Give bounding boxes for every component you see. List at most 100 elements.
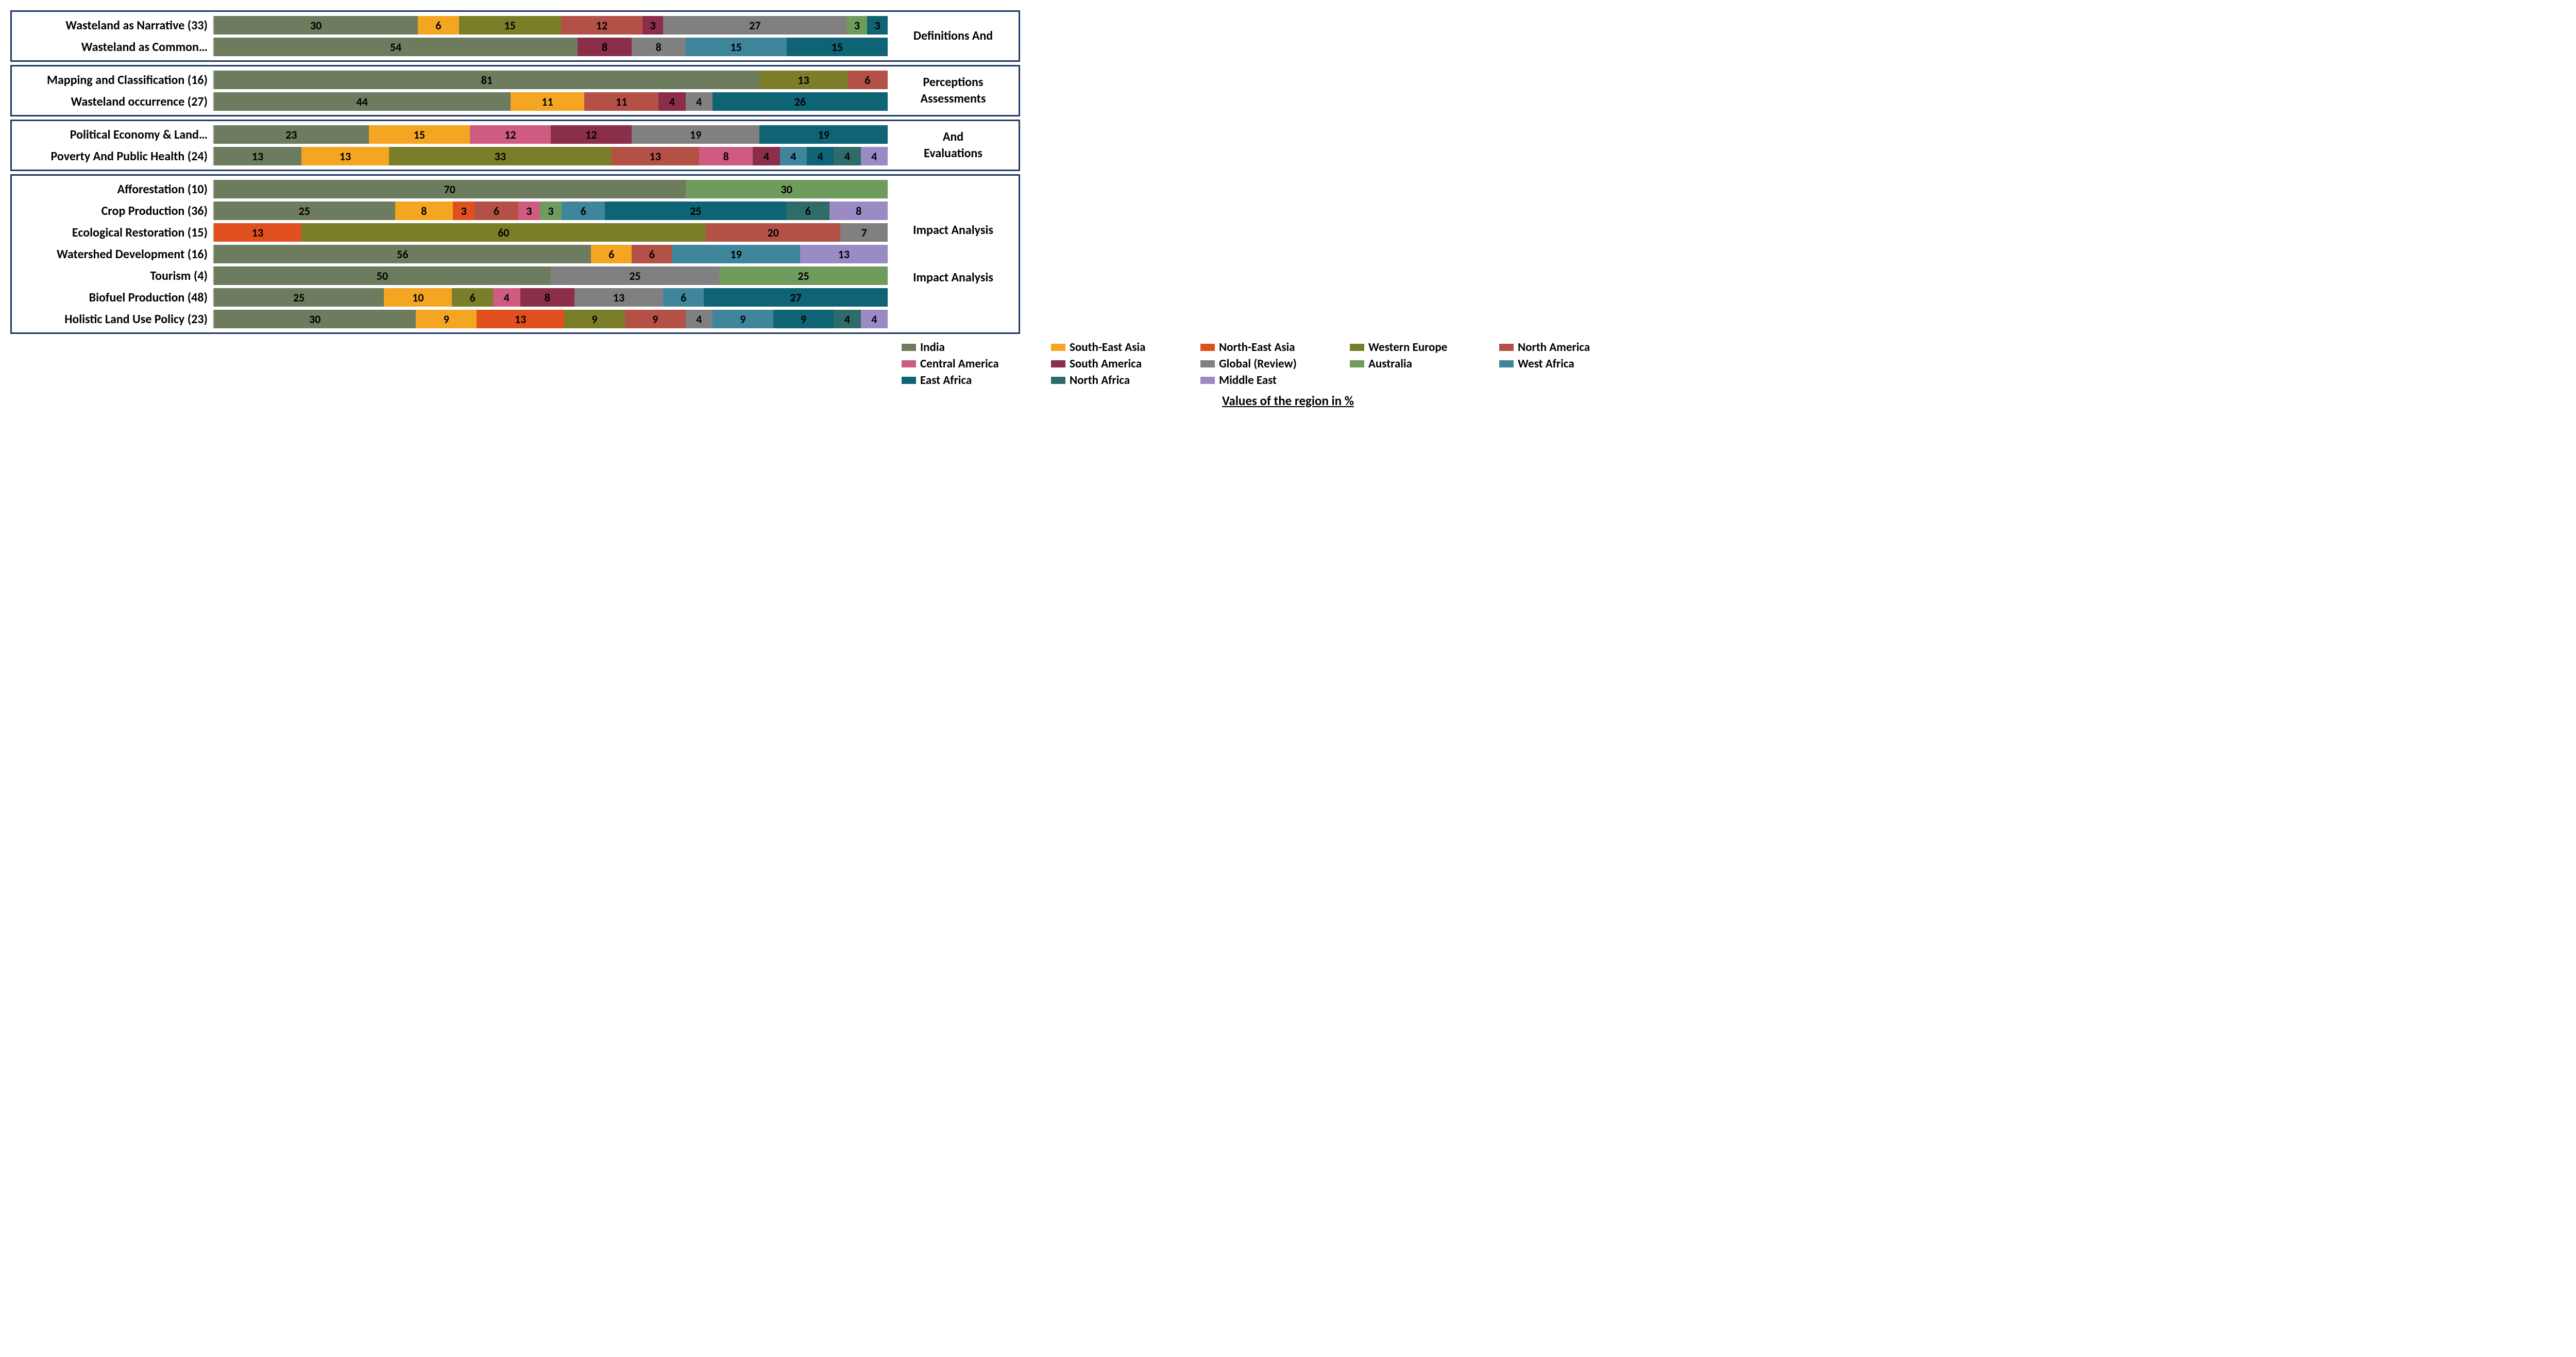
bar-segment: 4 [834,310,860,328]
bar-segment: 4 [493,288,520,307]
bar-segment: 6 [786,202,829,220]
chart-row: Wasteland occurrence (27)4411114426 [12,91,888,112]
chart-row: Political Economy & Land…231512121919 [12,124,888,145]
legend-item: Australia [1350,357,1499,371]
x-axis-title: Values of the region in % [10,393,2566,409]
bar-segment: 4 [807,147,834,165]
legend-item: South America [1051,357,1200,371]
bar-segment: 6 [848,71,888,89]
row-label: Wasteland as Common… [12,40,213,55]
bar-segment: 23 [214,125,369,144]
chart-group: Political Economy & Land…231512121919 Pov… [10,120,1020,171]
bar-segment: 13 [612,147,699,165]
bar-segment: 8 [699,147,753,165]
legend: IndiaSouth-East AsiaNorth-East AsiaWeste… [799,339,1777,389]
legend-label: Middle East [1219,373,1277,388]
bar-segment: 25 [605,202,786,220]
bar-segment: 13 [214,147,301,165]
bar-segment: 56 [214,245,591,263]
chart-row: Biofuel Production (48)251064813627 [12,287,888,308]
legend-item: West Africa [1499,357,1649,371]
bar-segment: 54 [214,38,578,56]
bar-segment: 4 [861,147,888,165]
bar-segment: 25 [214,202,395,220]
bar-segment: 19 [632,125,760,144]
bar-segment: 44 [214,92,511,111]
bar-segment: 8 [632,38,686,56]
bar-segment: 19 [759,125,888,144]
stacked-bar: 231512121919 [213,125,888,144]
legend-swatch [1350,360,1364,367]
bar-segment: 11 [511,92,585,111]
legend-label: North Africa [1070,373,1130,388]
bar-segment: 6 [562,202,605,220]
bar-segment: 3 [642,16,663,35]
legend-swatch [1350,344,1364,351]
bar-segment: 13 [214,223,301,242]
bar-segment: 3 [453,202,474,220]
row-label: Biofuel Production (48) [12,290,213,305]
bar-segment: 6 [418,16,459,35]
bar-segment: 6 [452,288,493,307]
legend-item: South-East Asia [1051,340,1200,355]
legend-swatch [1200,344,1215,351]
bar-segment: 4 [686,92,713,111]
bar-segment: 4 [780,147,807,165]
chart-group: Mapping and Classification (16)81136Wast… [10,65,1020,116]
row-label: Ecological Restoration (15) [12,225,213,240]
bar-segment: 25 [551,266,719,285]
bar-segment: 15 [787,38,888,56]
bar-segment: 15 [459,16,561,35]
legend-item: Central America [902,357,1051,371]
bar-segment: 50 [214,266,551,285]
bar-segment: 9 [564,310,625,328]
chart-row: Wasteland as Common…54881515 [12,37,888,57]
stacked-bar: 1360207 [213,223,888,242]
stacked-bar: 309139949944 [213,310,888,328]
stacked-bar: 306151232733 [213,16,888,35]
legend-label: South America [1070,357,1142,371]
legend-label: Global (Review) [1219,357,1297,371]
group-label: Definitions And [888,12,1019,60]
legend-item: North America [1499,340,1649,355]
row-label: Watershed Development (16) [12,247,213,262]
stacked-bar: 54881515 [213,38,888,56]
bar-segment: 3 [540,202,562,220]
legend-swatch [1499,360,1514,367]
stacked-bar: 502525 [213,266,888,285]
legend-label: India [920,340,945,355]
bar-segment: 12 [551,125,632,144]
row-label: Tourism (4) [12,269,213,283]
legend-label: West Africa [1518,357,1574,371]
bar-segment: 27 [704,288,888,307]
row-label: Wasteland occurrence (27) [12,94,213,109]
row-label: Mapping and Classification (16) [12,73,213,88]
legend-swatch [1200,377,1215,384]
stacked-bar: 4411114426 [213,92,888,111]
bar-segment: 25 [719,266,888,285]
bar-segment: 30 [214,310,416,328]
bar-segment: 30 [686,180,888,198]
bar-segment: 12 [470,125,551,144]
bar-segment: 12 [561,16,643,35]
legend-item: East Africa [902,373,1051,388]
bar-segment: 10 [384,288,452,307]
bar-segment: 4 [658,92,685,111]
bar-segment: 4 [753,147,779,165]
bar-segment: 4 [861,310,888,328]
chart-row: Wasteland as Narrative (33)306151232733 [12,15,888,36]
bar-segment: 13 [477,310,564,328]
row-label: Poverty And Public Health (24) [12,149,213,164]
row-label: Wasteland as Narrative (33) [12,18,213,33]
bar-segment: 81 [214,71,759,89]
bar-segment: 13 [301,147,389,165]
group-label: PerceptionsAssessments [888,66,1019,115]
bar-segment: 19 [672,245,800,263]
bar-segment: 70 [214,180,686,198]
bar-segment: 4 [686,310,713,328]
legend-item: North-East Asia [1200,340,1350,355]
bar-segment: 9 [416,310,477,328]
legend-item: Global (Review) [1200,357,1350,371]
bar-segment: 8 [829,202,888,220]
legend-swatch [1051,377,1065,384]
